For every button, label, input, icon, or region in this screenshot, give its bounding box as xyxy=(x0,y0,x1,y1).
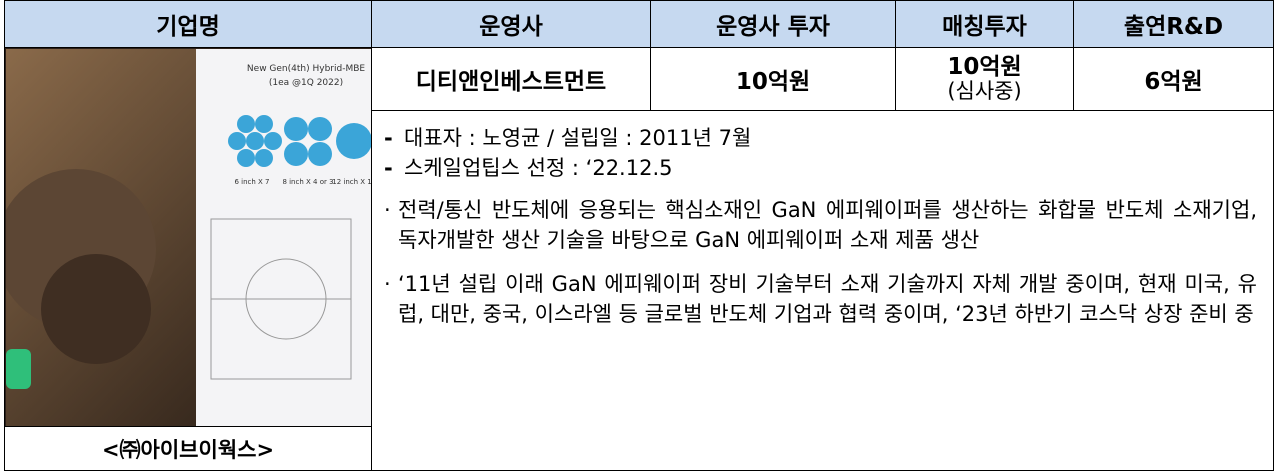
paragraph: ·‘11년 설립 이래 GaN 에피웨이퍼 장비 기술부터 소재 기술까지 자체… xyxy=(384,269,1257,329)
header-cell: 매칭투자 xyxy=(895,0,1074,48)
matching-note: (심사중) xyxy=(947,79,1021,103)
page: 기업명 운영사 운영사 투자 매칭투자 출연R&D New Gen(4th) H… xyxy=(0,0,1278,471)
description: -대표자 : 노영균 / 설립일 : 2011년 7월 -스케일업팁스 선정 :… xyxy=(371,110,1274,471)
image-text: 6 inch X 7 xyxy=(234,178,269,186)
header-cell: 운영사 xyxy=(371,0,651,48)
bullet: -대표자 : 노영균 / 설립일 : 2011년 7월 xyxy=(384,123,1257,153)
operator-investment: 10억원 xyxy=(650,47,896,111)
matching-investment: 10억원 xyxy=(947,55,1021,79)
bullet-text: 스케일업팁스 선정 : ‘22.12.5 xyxy=(404,153,673,183)
image-text: (1ea @1Q 2022) xyxy=(268,78,342,88)
image-text: 12 inch X 1 xyxy=(332,178,371,186)
company-caption: <㈜아이브이웍스> xyxy=(4,426,372,471)
paragraph: ·전력/통신 반도체에 응용되는 핵심소재인 GaN 에피웨이퍼를 생산하는 화… xyxy=(384,195,1257,255)
rnd: 6억원 xyxy=(1073,47,1274,111)
operator: 디티앤인베스트먼트 xyxy=(371,47,651,111)
bullet: -스케일업팁스 선정 : ‘22.12.5 xyxy=(384,153,1257,183)
company-image-cell: New Gen(4th) Hybrid-MBE (1ea @1Q 2022) 6… xyxy=(4,47,372,427)
matching-cell: 10억원 (심사중) xyxy=(895,47,1074,111)
header-cell: 기업명 xyxy=(4,0,372,48)
bullet-text: 대표자 : 노영균 / 설립일 : 2011년 7월 xyxy=(404,123,751,153)
company-image: New Gen(4th) Hybrid-MBE (1ea @1Q 2022) 6… xyxy=(6,49,371,426)
paragraph-text: ‘11년 설립 이래 GaN 에피웨이퍼 장비 기술부터 소재 기술까지 자체 … xyxy=(398,269,1257,329)
image-text: New Gen(4th) Hybrid-MBE xyxy=(246,64,364,74)
paragraph-text: 전력/통신 반도체에 응용되는 핵심소재인 GaN 에피웨이퍼를 생산하는 화합… xyxy=(398,195,1257,255)
header-cell: 출연R&D xyxy=(1073,0,1274,48)
image-text: 8 inch X 4 or 3 xyxy=(282,178,333,186)
header-cell: 운영사 투자 xyxy=(650,0,896,48)
